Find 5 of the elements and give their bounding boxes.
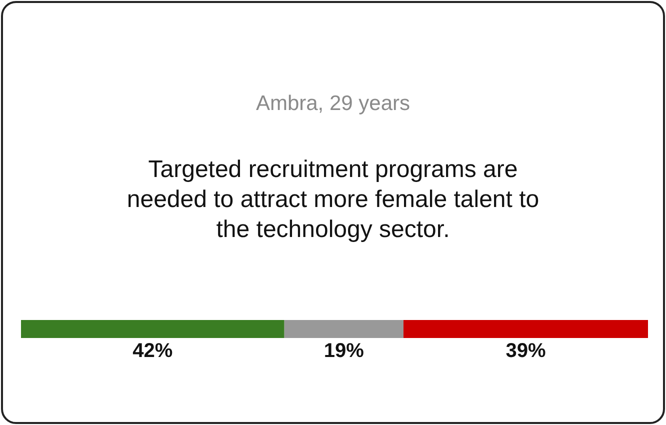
data-label: 39% bbox=[506, 340, 546, 362]
chart-subtitle: Targeted recruitment programs are needed to attract more female talent to the technology sector. bbox=[126, 156, 540, 243]
data-label: 19% bbox=[324, 340, 364, 362]
chart-title: Ambra, 29 years bbox=[256, 92, 410, 115]
data-label: 42% bbox=[132, 340, 173, 362]
